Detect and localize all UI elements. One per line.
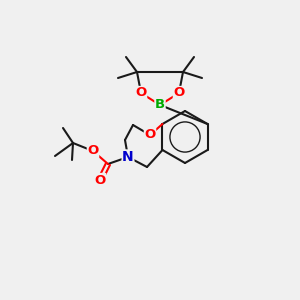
Text: O: O [87, 145, 99, 158]
Text: B: B [155, 98, 165, 112]
Text: O: O [173, 86, 184, 100]
Text: O: O [94, 173, 106, 187]
Text: O: O [144, 128, 156, 142]
Text: O: O [135, 86, 147, 100]
Text: N: N [122, 150, 134, 164]
